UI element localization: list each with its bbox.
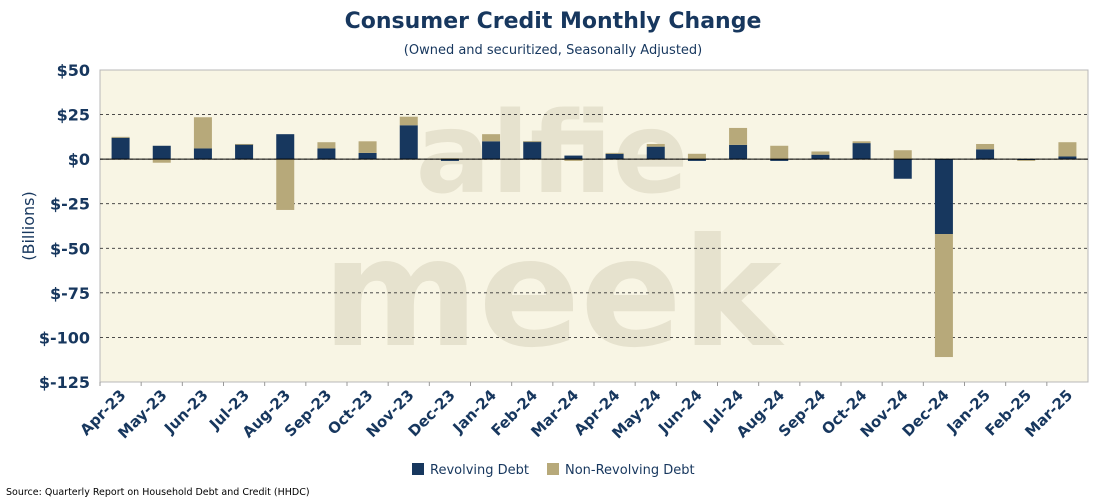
bar-nonrevolving-mar-24	[564, 159, 583, 161]
bar-nonrevolving-jul-24	[729, 127, 748, 145]
bar-nonrevolving-jul-23	[235, 143, 254, 145]
bar-nonrevolving-oct-24	[852, 141, 871, 144]
bar-nonrevolving-aug-24	[770, 145, 789, 160]
bar-nonrevolving-jun-23	[193, 117, 212, 149]
bar-revolving-apr-24	[605, 153, 624, 160]
bar-nonrevolving-apr-24	[605, 152, 624, 154]
bar-nonrevolving-may-24	[646, 143, 665, 147]
bar-revolving-dec-23	[440, 159, 459, 161]
legend-label-revolving: Revolving Debt	[430, 463, 529, 478]
bar-nonrevolving-nov-23	[399, 116, 418, 126]
plot-area	[99, 69, 1089, 383]
bar-revolving-jun-23	[193, 148, 212, 160]
bar-nonrevolving-feb-25	[1017, 160, 1036, 161]
bar-nonrevolving-apr-23	[111, 136, 130, 138]
bar-nonrevolving-oct-23	[358, 141, 377, 153]
bar-nonrevolving-nov-24	[893, 150, 912, 160]
legend-swatch-nonrevolving	[547, 463, 559, 475]
y-axis: $50 $25 $0 $-25 $-50 $-75 $-100 $-125	[39, 61, 90, 392]
legend-label-nonrevolving: Non-Revolving Debt	[565, 463, 695, 478]
bar-revolving-jan-24	[482, 141, 501, 160]
x-tick-label: Jun-24	[654, 386, 706, 438]
bar-nonrevolving-jun-24	[687, 153, 706, 160]
bar-revolving-dec-24	[934, 159, 953, 235]
y-tick-label: $-50	[50, 239, 90, 258]
bar-revolving-oct-24	[852, 143, 871, 160]
bar-nonrevolving-sep-24	[811, 151, 830, 155]
y-tick-label: $50	[57, 61, 90, 80]
bar-nonrevolving-jan-25	[976, 143, 995, 150]
legend-swatch-revolving	[412, 463, 424, 475]
bar-nonrevolving-feb-24	[523, 141, 542, 143]
y-tick-label: $25	[57, 106, 90, 125]
bar-revolving-may-24	[646, 146, 665, 160]
watermark-text-alfie: alfie	[416, 89, 689, 219]
bar-nonrevolving-mar-25	[1058, 142, 1077, 157]
bar-revolving-feb-24	[523, 141, 542, 160]
bar-revolving-apr-23	[111, 137, 130, 160]
watermark-text-meek: meek	[322, 207, 785, 381]
bar-revolving-may-23	[152, 145, 171, 160]
bar-revolving-sep-24	[811, 154, 830, 160]
source-note: Source: Quarterly Report on Household De…	[6, 487, 310, 498]
x-tick-label: Jun-23	[160, 386, 212, 438]
bar-nonrevolving-may-23	[152, 159, 171, 163]
bar-nonrevolving-aug-23	[276, 159, 295, 210]
chart-subtitle: (Owned and securitized, Seasonally Adjus…	[404, 43, 702, 58]
x-axis: Apr-23May-23Jun-23Jul-23Aug-23Sep-23Oct-…	[76, 382, 1076, 442]
bar-revolving-jan-25	[976, 149, 995, 160]
bar-revolving-jul-24	[729, 144, 748, 160]
bar-nonrevolving-sep-23	[317, 142, 336, 149]
bar-revolving-nov-23	[399, 125, 418, 160]
legend: Revolving Debt Non-Revolving Debt	[412, 463, 695, 478]
bar-revolving-sep-23	[317, 148, 336, 160]
y-tick-label: $0	[68, 150, 90, 169]
chart-title: Consumer Credit Monthly Change	[345, 9, 762, 34]
bar-revolving-aug-23	[276, 134, 295, 160]
bars	[100, 116, 1088, 358]
y-axis-label: (Billions)	[19, 191, 38, 261]
y-tick-label: $-75	[50, 284, 90, 303]
bar-revolving-aug-24	[770, 159, 789, 161]
y-tick-label: $-125	[39, 373, 90, 392]
bar-nonrevolving-jan-24	[482, 134, 501, 142]
bar-revolving-jul-23	[235, 143, 254, 160]
bar-revolving-oct-23	[358, 152, 377, 160]
bar-revolving-mar-24	[564, 155, 583, 160]
bar-nonrevolving-dec-24	[934, 234, 953, 358]
bar-revolving-mar-25	[1058, 156, 1077, 160]
y-tick-label: $-100	[39, 328, 90, 347]
bar-revolving-jun-24	[687, 159, 706, 161]
y-tick-label: $-25	[50, 195, 90, 214]
bar-revolving-nov-24	[893, 159, 912, 179]
